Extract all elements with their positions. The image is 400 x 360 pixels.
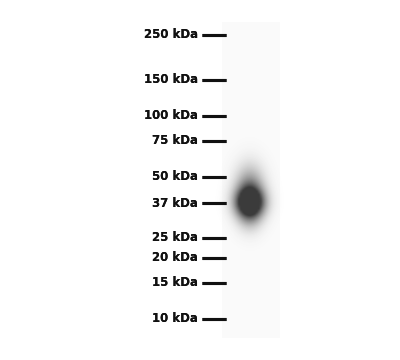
Text: 250 kDa: 250 kDa — [144, 28, 198, 41]
Text: 75 kDa: 75 kDa — [152, 134, 198, 148]
Text: 150 kDa: 150 kDa — [144, 73, 198, 86]
Text: 37 kDa: 37 kDa — [152, 197, 198, 210]
Text: 20 kDa: 20 kDa — [152, 251, 198, 264]
FancyBboxPatch shape — [222, 22, 280, 338]
Text: 10 kDa: 10 kDa — [152, 312, 198, 325]
Text: 15 kDa: 15 kDa — [152, 276, 198, 289]
Text: 100 kDa: 100 kDa — [144, 109, 198, 122]
Text: 75 kDa: 75 kDa — [152, 134, 198, 148]
Text: 10 kDa: 10 kDa — [152, 312, 198, 325]
Text: 25 kDa: 25 kDa — [152, 231, 198, 244]
Text: 150 kDa: 150 kDa — [144, 73, 198, 86]
Text: 15 kDa: 15 kDa — [152, 276, 198, 289]
FancyBboxPatch shape — [222, 22, 280, 338]
Text: 25 kDa: 25 kDa — [152, 231, 198, 244]
Text: 20 kDa: 20 kDa — [152, 251, 198, 264]
Text: 37 kDa: 37 kDa — [152, 197, 198, 210]
Text: 100 kDa: 100 kDa — [144, 109, 198, 122]
Text: 50 kDa: 50 kDa — [152, 170, 198, 183]
Text: 250 kDa: 250 kDa — [144, 28, 198, 41]
Text: 50 kDa: 50 kDa — [152, 170, 198, 183]
